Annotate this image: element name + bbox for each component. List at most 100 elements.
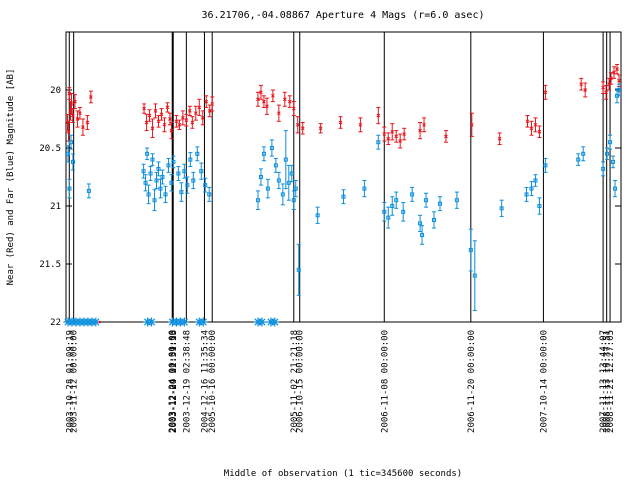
data-point [543, 84, 548, 100]
data-point [525, 115, 530, 128]
marker-square [258, 175, 263, 179]
marker-cross [604, 90, 608, 95]
marker-square [499, 206, 504, 211]
vertical-markers [68, 32, 611, 322]
marker-cross [271, 93, 275, 98]
data-point [195, 146, 200, 162]
data-point [264, 97, 269, 115]
marker-cross [287, 99, 292, 104]
marker-cross [207, 109, 212, 113]
data-point [159, 108, 164, 121]
data-point [65, 145, 70, 163]
marker-square [289, 171, 294, 176]
data-point [420, 225, 425, 245]
marker-square [410, 192, 415, 197]
series-near [65, 63, 622, 149]
data-point [80, 118, 85, 136]
marker-square [537, 204, 542, 208]
data-point [394, 191, 399, 209]
data-point [601, 81, 606, 94]
y-axis-ticks: 20 20.5 21 21.5 22 [39, 86, 621, 328]
marker-cross [165, 105, 170, 110]
marker-cross [338, 120, 343, 125]
data-point [468, 228, 473, 272]
data-point [533, 117, 538, 133]
data-point [145, 147, 150, 161]
data-point [184, 113, 189, 127]
data-point [160, 169, 165, 185]
marker-cross [262, 99, 266, 104]
marker-square [468, 248, 473, 253]
marker-cross [422, 122, 426, 127]
marker-square [341, 194, 346, 199]
data-point [276, 171, 281, 190]
marker-square [65, 151, 70, 156]
data-point [200, 110, 205, 126]
marker-square [207, 192, 212, 197]
data-point [258, 84, 263, 100]
marker-cross [609, 76, 613, 81]
data-point [291, 101, 296, 117]
data-point [75, 110, 80, 128]
data-point [432, 211, 437, 229]
data-point [497, 132, 502, 146]
marker-cross [256, 97, 260, 102]
marker-cross [398, 139, 403, 143]
data-point [261, 95, 266, 108]
data-point [499, 199, 504, 217]
marker-cross [533, 122, 538, 127]
data-point [280, 183, 285, 206]
data-point [422, 117, 427, 133]
marker-cross [525, 119, 530, 124]
data-point [85, 115, 90, 130]
data-point [524, 186, 529, 202]
data-point [576, 153, 581, 166]
data-point [180, 110, 185, 126]
marker-square [454, 198, 459, 203]
marker-square [273, 163, 278, 168]
x-tick-label: 2003-12-19 02:38:48 [182, 330, 192, 433]
marker-square [188, 157, 193, 162]
data-point [150, 153, 155, 166]
data-point [390, 196, 395, 216]
marker-cross [583, 88, 588, 92]
data-point [358, 117, 363, 133]
marker-square [581, 151, 586, 156]
marker-square [68, 140, 73, 145]
data-point [153, 103, 158, 119]
marker-square [70, 159, 75, 164]
marker-square [524, 192, 529, 197]
data-point [410, 186, 415, 202]
data-point [418, 121, 423, 140]
data-point [182, 163, 187, 179]
marker-cross [89, 95, 93, 99]
marker-cross [497, 136, 502, 141]
data-point [156, 161, 161, 177]
data-point [382, 202, 387, 222]
data-point [165, 102, 170, 113]
marker-square [255, 198, 260, 203]
data-point [68, 134, 73, 150]
marker-square [176, 171, 181, 176]
data-point [270, 89, 275, 103]
marker-cross [469, 122, 474, 127]
data-point [197, 98, 202, 117]
marker-square [296, 267, 301, 272]
data-point [177, 119, 182, 130]
marker-cross [529, 126, 534, 131]
marker-cross [210, 102, 215, 106]
data-point [207, 186, 212, 202]
data-point [255, 91, 260, 107]
x-tick-label: 2008-11-13 19:37:51 [603, 330, 613, 433]
data-point [338, 116, 343, 129]
marker-square [432, 217, 437, 222]
marker-square [291, 198, 296, 203]
marker-cross [69, 102, 74, 106]
x-tick-label: 2003-11-12 00:00:00 [70, 330, 80, 433]
marker-cross [418, 128, 422, 133]
data-point [529, 120, 534, 136]
data-point [341, 189, 346, 205]
marker-square [143, 180, 148, 185]
x-tick-label: 2005-10-16 00:00:00 [208, 330, 218, 433]
marker-cross [85, 120, 90, 125]
